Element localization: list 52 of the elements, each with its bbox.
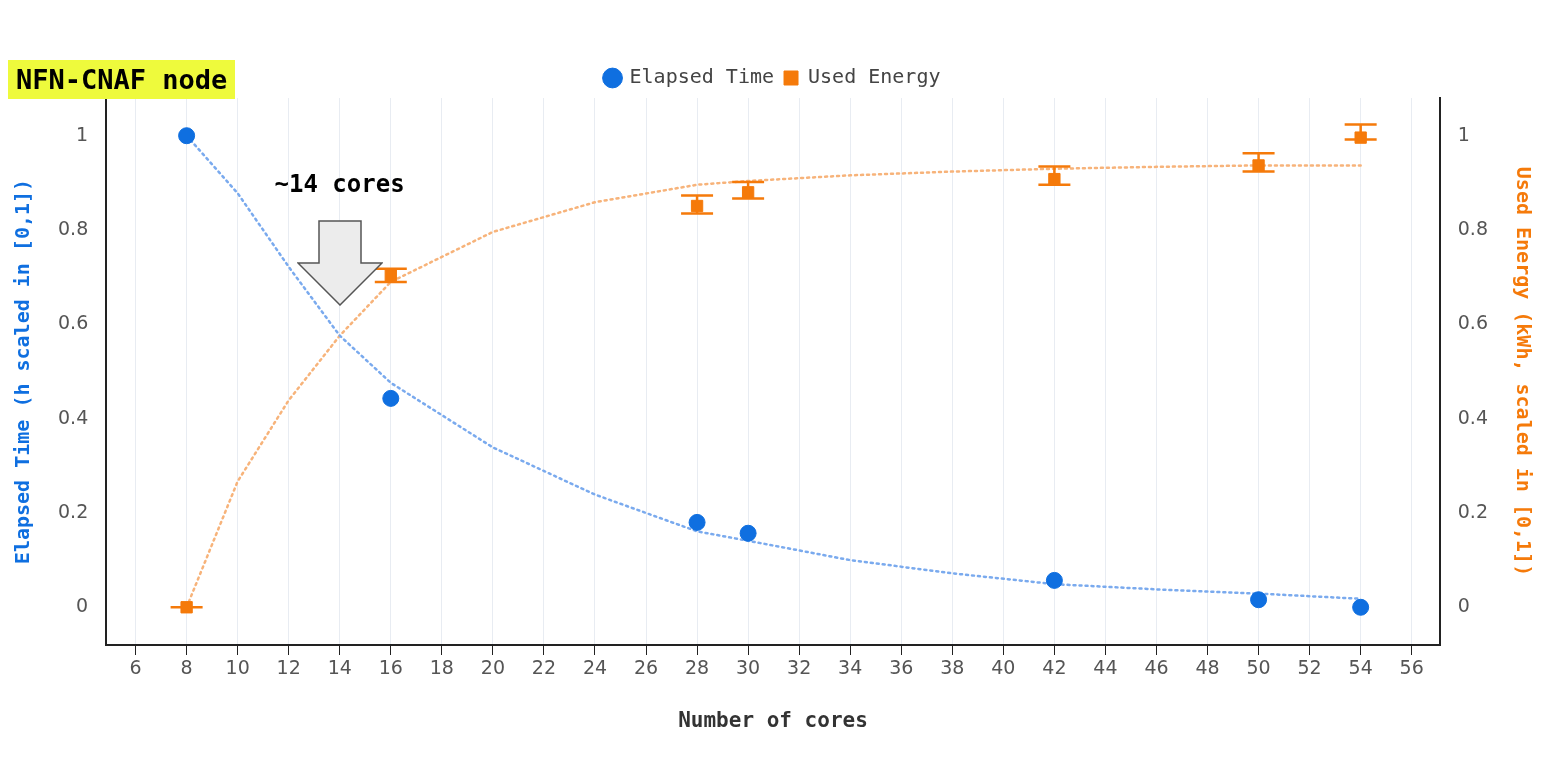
- chart-title: NFN-CNAF node: [8, 60, 236, 99]
- legend-label: Elapsed Time: [629, 64, 775, 89]
- x-tick-label: 46: [1144, 656, 1169, 679]
- y2-tick-label: 0: [1457, 594, 1470, 617]
- x-tick-label: 38: [940, 656, 965, 679]
- x-axis-title: Number of cores: [678, 707, 868, 732]
- y2-tick-label: 1: [1457, 122, 1470, 145]
- x-tick-label: 12: [276, 656, 301, 679]
- x-tick-label: 26: [633, 656, 659, 679]
- x-tick-label: 22: [531, 656, 557, 679]
- x-tick-label: 56: [1399, 656, 1424, 679]
- y-tick-label: 0.4: [58, 405, 89, 428]
- x-tick-label: 24: [582, 656, 608, 679]
- y-tick-label: 0.8: [58, 216, 89, 239]
- x-tick-label: 18: [429, 656, 454, 679]
- x-tick-label: 6: [129, 656, 142, 679]
- legend-label: Used Energy: [808, 64, 941, 89]
- point: [178, 127, 196, 145]
- x-tick-label: 34: [838, 656, 863, 679]
- x-tick-label: 20: [480, 656, 505, 679]
- point: [739, 524, 757, 542]
- x-tick-label: 30: [736, 656, 761, 679]
- x-tick-label: 50: [1246, 656, 1271, 679]
- y-tick-label: 0.6: [58, 311, 89, 334]
- x-tick-label: 54: [1348, 656, 1373, 679]
- point: [382, 389, 400, 407]
- x-tick-label: 28: [684, 656, 710, 679]
- x-tick-label: 40: [991, 656, 1016, 679]
- y2-tick-label: 0.4: [1457, 405, 1488, 428]
- point: [1045, 571, 1063, 589]
- point: [1352, 598, 1370, 616]
- x-tick-label: 10: [225, 656, 250, 679]
- y2-axis-title: Used Energy (kWh, scaled in [0,1]): [1511, 166, 1536, 577]
- x-tick-label: 32: [787, 656, 812, 679]
- point: [1250, 591, 1268, 609]
- x-tick-label: 14: [327, 656, 352, 679]
- point: [688, 513, 706, 531]
- x-tick-label: 42: [1042, 656, 1067, 679]
- y-tick-label: 0: [76, 594, 89, 617]
- x-tick-label: 8: [180, 656, 193, 679]
- y2-tick-label: 0.6: [1457, 311, 1488, 334]
- x-tick-label: 44: [1093, 656, 1118, 679]
- y2-tick-label: 0.8: [1457, 216, 1488, 239]
- x-tick-label: 52: [1297, 656, 1322, 679]
- y-tick-label: 0.2: [58, 499, 89, 522]
- x-tick-label: 48: [1195, 656, 1220, 679]
- x-tick-label: 16: [378, 656, 403, 679]
- y2-tick-label: 0.2: [1457, 499, 1488, 522]
- annotation: ~14 cores: [274, 169, 405, 198]
- y-axis-title: Elapsed Time (h scaled in [0,1]): [10, 178, 35, 565]
- y-tick-label: 1: [76, 122, 89, 145]
- x-tick-label: 36: [889, 656, 914, 679]
